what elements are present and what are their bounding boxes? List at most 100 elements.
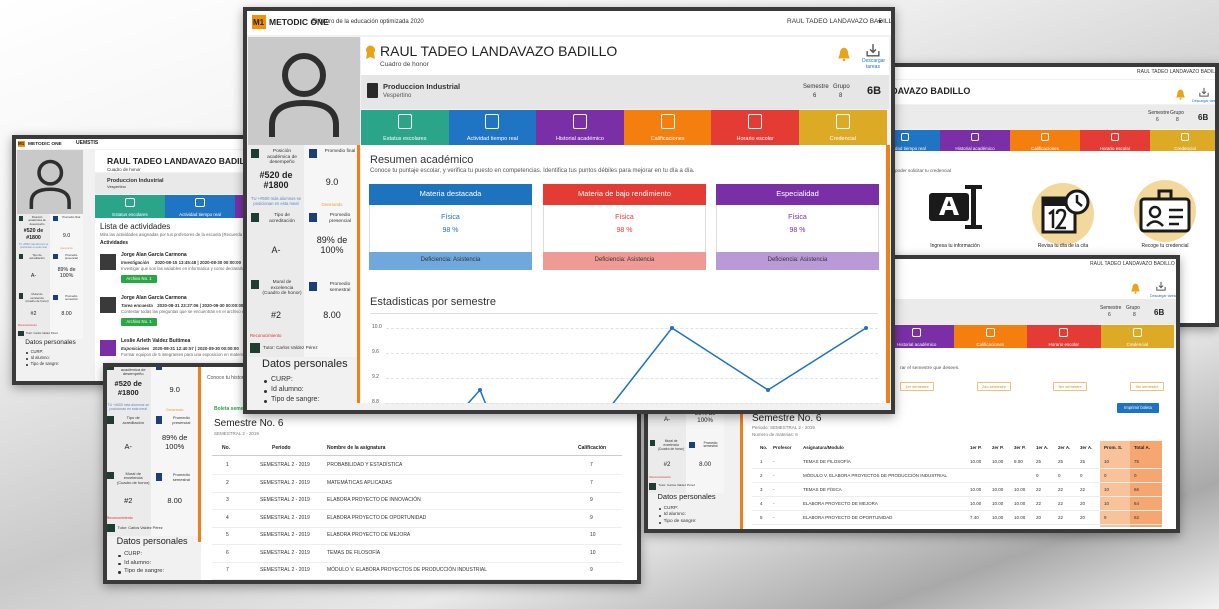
row-rule xyxy=(212,544,622,545)
stat-value: #520 de #1800 xyxy=(114,379,142,397)
file-button[interactable] xyxy=(121,318,157,326)
tile[interactable] xyxy=(448,110,537,145)
point xyxy=(670,326,674,330)
stat-icon xyxy=(52,294,58,300)
arrow xyxy=(1201,87,1207,95)
bullet xyxy=(264,390,267,393)
grid-line xyxy=(386,328,878,329)
table-cell: 10.00 xyxy=(970,487,982,492)
stat-icon xyxy=(18,216,24,222)
table-cell: 9 xyxy=(590,514,593,521)
print-button[interactable] xyxy=(1117,403,1159,413)
tile-label: Historial académico xyxy=(955,145,995,151)
semester-button-label[interactable]: 3er semestre xyxy=(1058,383,1082,389)
tile-label: Horario escolar xyxy=(736,135,774,142)
semester-button-label[interactable]: 4to semestre xyxy=(1135,383,1159,389)
table-cell: 22 xyxy=(1036,501,1042,506)
table-cell: ELABORA PROYECTO DE MEJORA xyxy=(803,501,878,506)
tile[interactable] xyxy=(623,110,712,145)
table-header: Prom. S. xyxy=(1104,445,1123,450)
file-button-label[interactable]: Archivo No. 1 xyxy=(126,275,152,281)
user-menu[interactable]: RAUL TADEO LANDAVAZO BADILLO xyxy=(1137,69,1219,75)
tile-label: Credencial xyxy=(1126,342,1148,348)
step-icon xyxy=(1032,183,1094,245)
table-cell: 1 xyxy=(760,459,763,464)
personal-item: Tipo de sangre: xyxy=(124,567,165,574)
tile-label: Calificaciones xyxy=(1031,145,1059,151)
face xyxy=(1148,205,1162,219)
tile[interactable] xyxy=(799,110,887,145)
semester-button[interactable] xyxy=(1053,382,1087,391)
tray xyxy=(1156,286,1166,291)
point xyxy=(478,388,482,392)
tile[interactable] xyxy=(361,110,449,145)
card-footer xyxy=(543,252,706,270)
table-cell: PROBABILIDAD Y ESTADÍSTICA xyxy=(327,462,403,468)
stat-icon xyxy=(52,216,58,222)
tile-label: Actividad tiempo real xyxy=(884,145,926,151)
tile-label: Horario escolar xyxy=(1099,145,1131,151)
table-cell: ELABORA PROYECTO DE OPORTUNIDAD xyxy=(327,514,427,521)
bullet xyxy=(26,352,29,355)
student-name: RAUL TADEO LANDAVAZO BADILLO xyxy=(107,156,257,166)
activity-text: Contestar todas las preguntas que se enc… xyxy=(121,309,257,314)
row-rule xyxy=(752,468,1162,469)
stat-icon xyxy=(309,149,317,158)
stat-label: Posición académica de desempeño xyxy=(267,149,297,166)
stat-label: Mural de excelencia (Cuadro de honor) xyxy=(116,470,150,485)
tile-label: Actividad tiempo real xyxy=(466,135,518,142)
table-header: Periodo xyxy=(272,445,291,451)
table-header: 1er P. xyxy=(970,445,982,450)
table-header: Profesor xyxy=(773,445,792,450)
card-value: 98 % xyxy=(442,227,459,234)
stats-column xyxy=(107,367,152,536)
stat-icon xyxy=(107,416,115,424)
table-cell: 0 xyxy=(1058,473,1061,478)
file-button-label[interactable]: Archivo No. 1 xyxy=(126,318,152,324)
point xyxy=(766,388,770,392)
total-column xyxy=(1130,441,1162,527)
stat-label: Promedio presencial xyxy=(329,213,351,224)
table-cell: 10.00 xyxy=(992,459,1004,464)
table-cell: 22 xyxy=(1058,501,1064,506)
table-cell: 10 xyxy=(1104,501,1110,506)
personal-item: CURP: xyxy=(30,349,44,354)
personal-title: Datos personales xyxy=(657,492,716,502)
activity-text: Formar equipos de 5 integrantes para una… xyxy=(121,352,255,357)
tile-label: Estatus escolares xyxy=(383,135,427,142)
semester-button[interactable] xyxy=(1130,382,1164,391)
table-header: 3er A. xyxy=(1080,445,1093,450)
print-button-label[interactable]: Imprimir boleta xyxy=(1124,404,1152,410)
tile-icon xyxy=(1110,132,1120,142)
bell-clapper xyxy=(1134,291,1137,294)
table-cell: 0 xyxy=(1036,473,1039,478)
file-button[interactable] xyxy=(121,275,157,283)
table-cell: 20 xyxy=(1036,515,1042,520)
activities-description: Mira las actividades asignadas por tus p… xyxy=(100,232,259,237)
table-cell: 25 xyxy=(1080,459,1086,464)
tile-label: Historial académico xyxy=(555,135,604,142)
tile[interactable] xyxy=(536,110,624,145)
school: UEMSTIS xyxy=(76,140,99,146)
semester-button[interactable] xyxy=(977,382,1011,391)
table-cell: 7 xyxy=(590,479,593,486)
tray xyxy=(1199,92,1209,97)
semester-button[interactable] xyxy=(900,382,934,391)
download-icon xyxy=(1199,87,1209,97)
user-menu[interactable]: RAUL TADEO LANDAVAZO BADILLO xyxy=(1090,261,1175,267)
activity-dates: 2020-08-15 13:45:48 | 2020-08-30 00:00:0… xyxy=(154,260,242,265)
semester-button-label[interactable]: 1er semestre xyxy=(905,383,929,389)
table-cell: SEMESTRAL 2 - 2019 xyxy=(260,462,310,468)
tutor-icon xyxy=(18,330,25,337)
stat-label: Promedio presencial xyxy=(172,415,191,425)
stat-icon xyxy=(155,416,163,424)
stat-label: Promedio presencial xyxy=(64,252,78,261)
tile[interactable] xyxy=(711,110,799,145)
tile-label: Historial académico xyxy=(897,342,937,348)
semester-button-label[interactable]: 2do semestre xyxy=(981,383,1007,389)
stats-title: Estadisticas por semestre xyxy=(370,296,496,308)
user-menu[interactable]: RAUL TADEO LANDAVAZO BADILLO xyxy=(787,18,895,25)
semester: 6 xyxy=(1108,312,1111,318)
download-label: Descargar tareas xyxy=(1150,294,1178,298)
tile-icon xyxy=(1040,132,1050,142)
